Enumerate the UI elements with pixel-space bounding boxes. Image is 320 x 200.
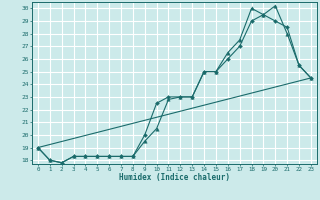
X-axis label: Humidex (Indice chaleur): Humidex (Indice chaleur)	[119, 173, 230, 182]
